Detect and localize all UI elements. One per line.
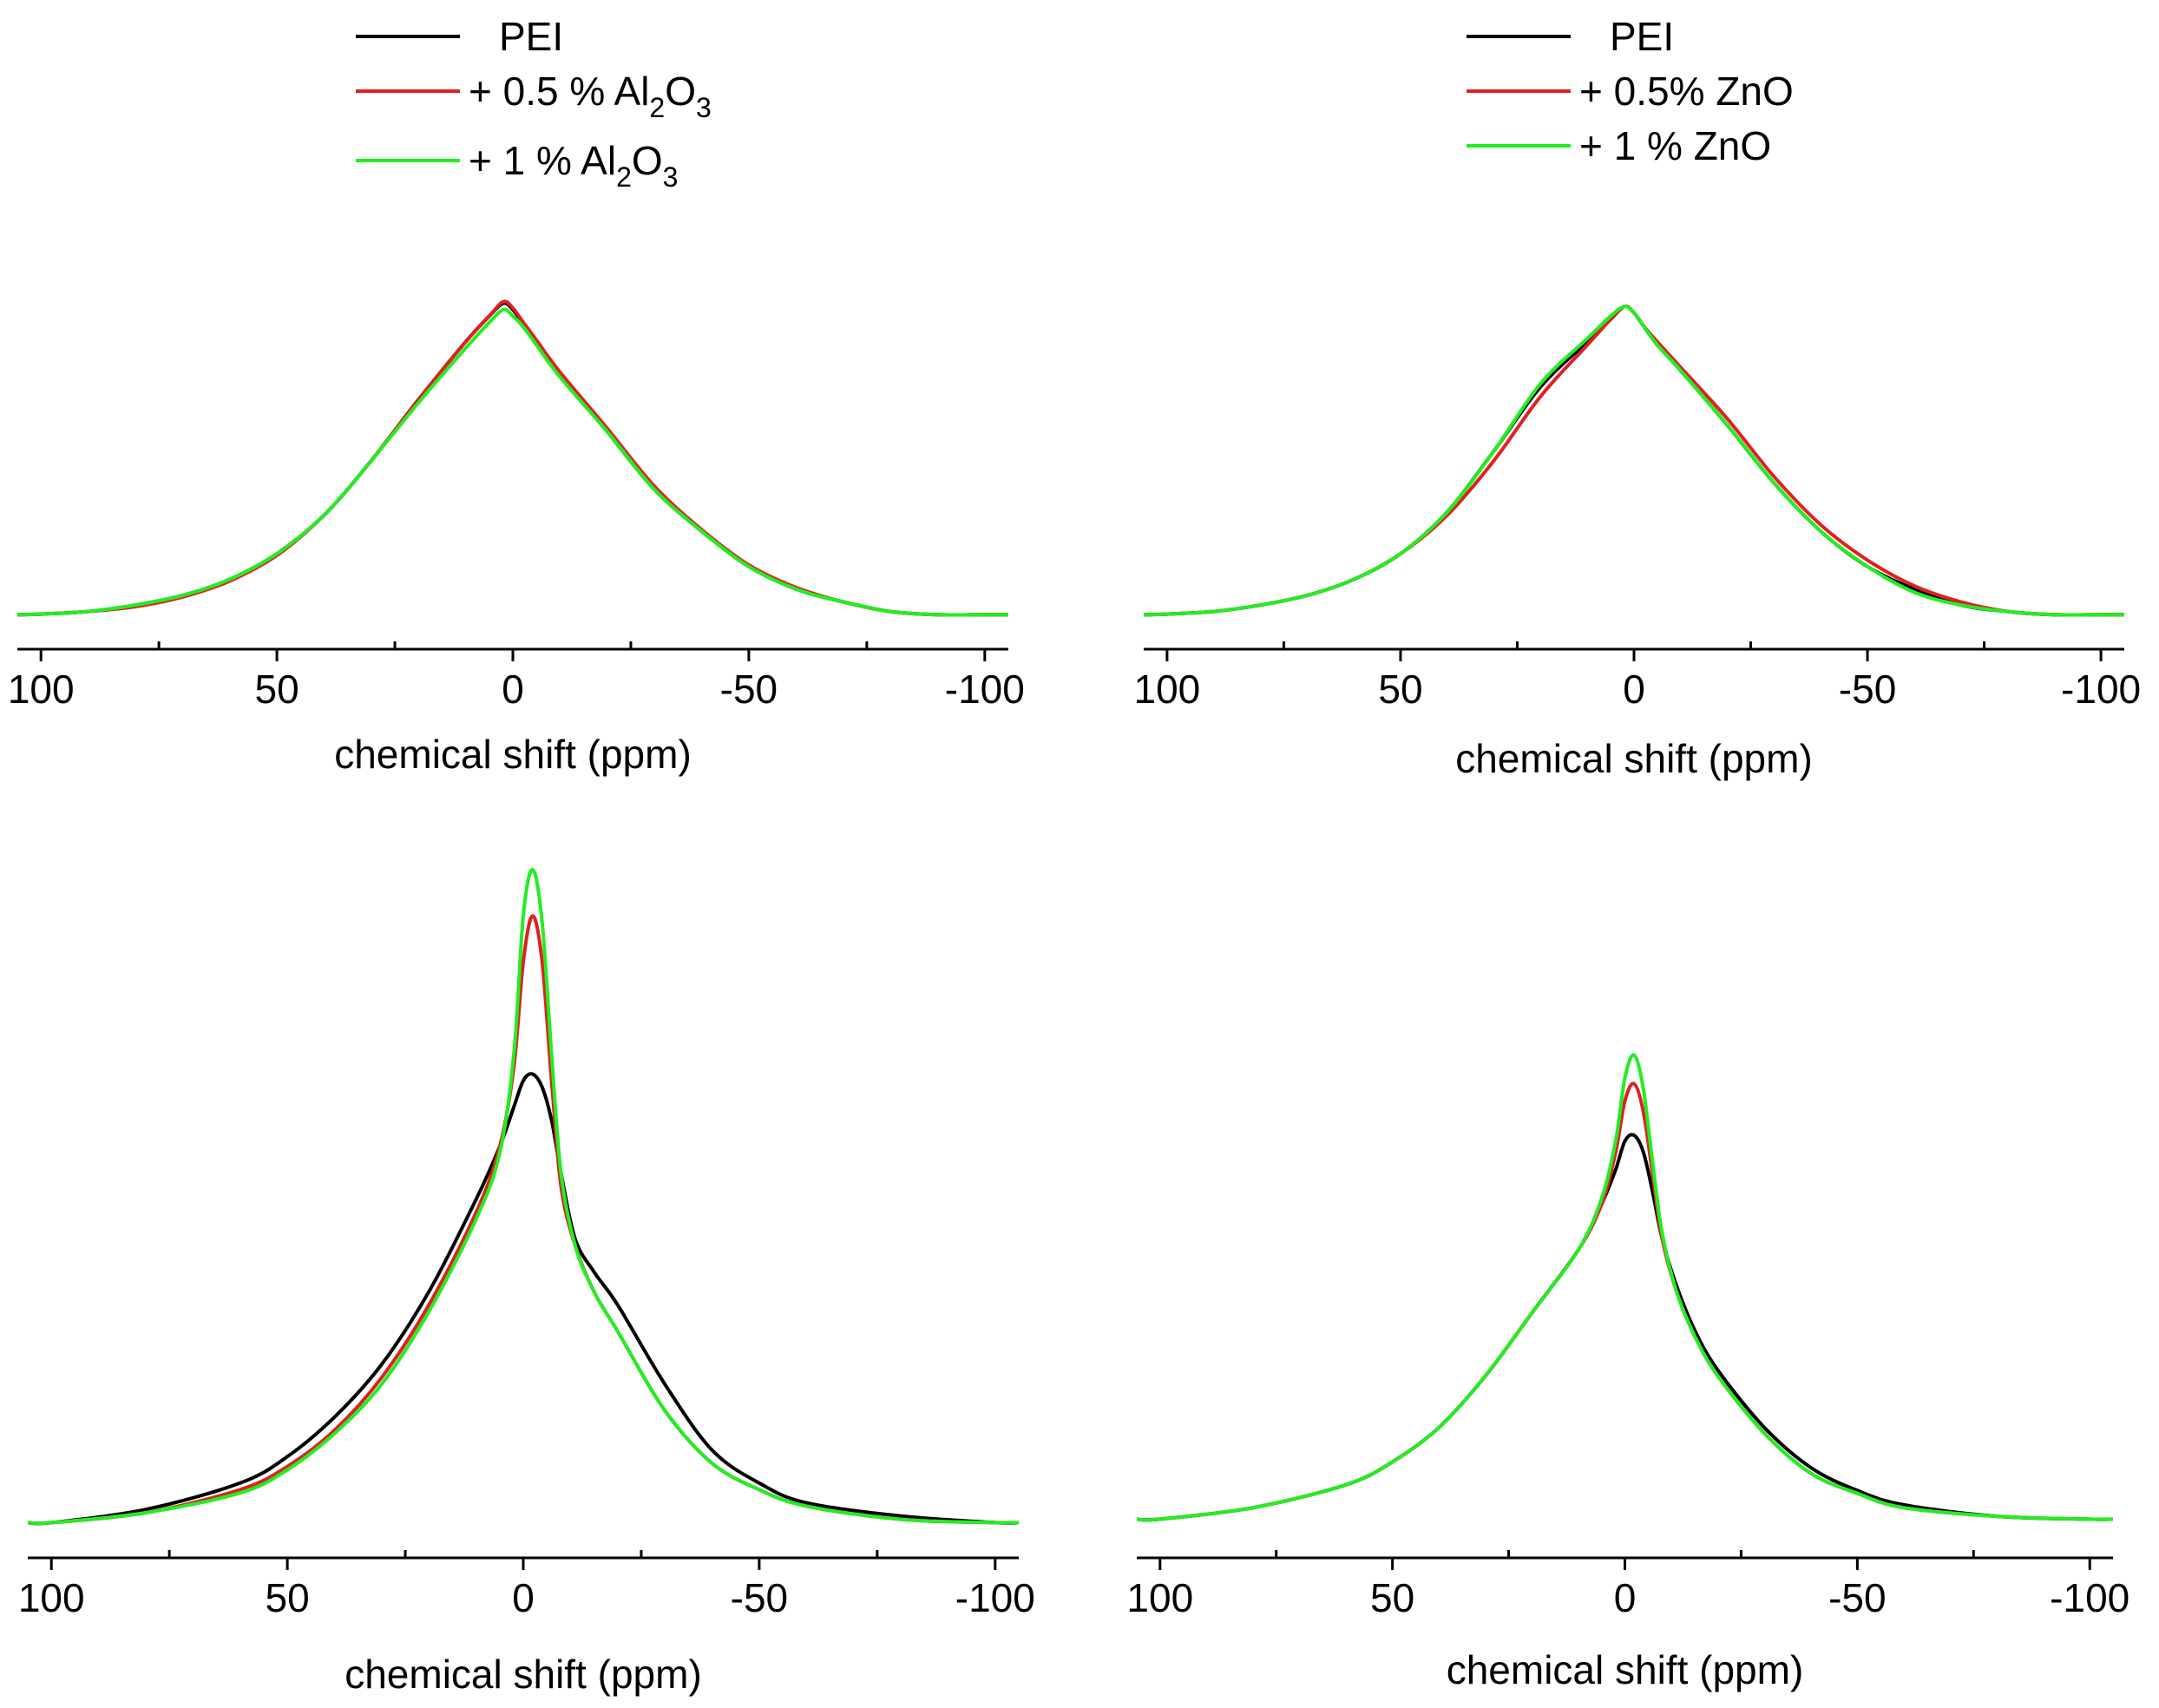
legend-label: PEI — [499, 14, 563, 59]
x-tick-label: 50 — [266, 1575, 310, 1620]
legend-label: + 0.5% ZnO — [1579, 69, 1794, 114]
legend-label-subscript: 3 — [663, 161, 679, 193]
x-tick-label: 0 — [1623, 667, 1645, 712]
x-tick-label: -50 — [1828, 1575, 1886, 1620]
legend-label-subscript: 3 — [696, 92, 712, 123]
legend-label: + 1 % Al2O3 — [469, 138, 678, 193]
x-tick-label: -50 — [731, 1575, 788, 1620]
x-tick-label: -100 — [2061, 667, 2141, 712]
legend-label: + 0.5 % Al2O3 — [469, 69, 712, 123]
series-line-0 — [27, 1072, 1020, 1526]
x-tick-label: -100 — [2050, 1575, 2129, 1620]
x-tick-label: -50 — [1839, 667, 1896, 712]
legend-label: + 1 % ZnO — [1579, 123, 1771, 168]
chart-panel-top-left: 100 50 0 -50 -100 chemical shift (ppm) — [8, 299, 1025, 777]
x-tick-label: -100 — [955, 1575, 1035, 1620]
legend-label-part: + 0.5% ZnO — [1579, 69, 1794, 114]
series-line-2 — [1136, 1053, 2114, 1522]
x-tick-label: -50 — [720, 667, 778, 712]
series-line-2 — [1143, 305, 2124, 617]
series-line-0 — [1136, 1133, 2114, 1522]
series-line-1 — [16, 299, 1008, 617]
x-tick-label: 0 — [512, 1575, 535, 1620]
chart-panel-bottom-left: 100 50 0 -50 -100 chemical shift (ppm) — [18, 867, 1035, 1697]
series-line-0 — [1143, 304, 2124, 617]
legend-label-part: + 0.5 % Al — [469, 69, 649, 114]
series-line-1 — [1136, 1081, 2114, 1522]
x-tick-label: 50 — [1370, 1575, 1414, 1620]
x-tick-label: 100 — [1134, 667, 1201, 712]
x-tick-label: 50 — [1378, 667, 1422, 712]
series-line-2 — [16, 307, 1008, 617]
chart-panel-bottom-right: 100 50 0 -50 -100 chemical shift (ppm) — [1126, 1053, 2129, 1692]
legend-label-part: O — [665, 69, 696, 114]
x-axis-label: chemical shift (ppm) — [1455, 736, 1813, 781]
legend-label-subscript: 2 — [649, 92, 665, 123]
series-line-2 — [27, 867, 1020, 1526]
legend-1: PEI + 0.5% ZnO + 1 % ZnO — [1467, 14, 1794, 168]
series-line-1 — [1143, 304, 2124, 617]
x-axis-label: chemical shift (ppm) — [1447, 1647, 1804, 1692]
x-tick-label: 0 — [1614, 1575, 1637, 1620]
legend-label-part: O — [632, 138, 663, 183]
chart-panel-top-right: 100 50 0 -50 -100 chemical shift (ppm) — [1134, 304, 2141, 781]
x-tick-label: 100 — [1126, 1575, 1193, 1620]
legend-label-part: + 1 % ZnO — [1579, 123, 1771, 168]
legend-label: PEI — [1610, 14, 1674, 59]
x-tick-label: 100 — [8, 667, 75, 712]
series-line-0 — [16, 301, 1008, 617]
legend-label-part: PEI — [499, 14, 563, 59]
legend-label-part: PEI — [1610, 14, 1674, 59]
x-axis-label: chemical shift (ppm) — [345, 1652, 702, 1697]
legend-0: PEI+ 0.5 % Al2O3+ 1 % Al2O3 — [356, 14, 712, 193]
series-line-1 — [27, 914, 1020, 1526]
legend-label-subscript: 2 — [616, 161, 632, 193]
x-tick-label: -100 — [945, 667, 1025, 712]
x-tick-label: 100 — [18, 1575, 85, 1620]
legend-label-part: + 1 % Al — [469, 138, 616, 183]
x-axis-label: chemical shift (ppm) — [334, 732, 692, 777]
x-tick-label: 0 — [502, 667, 524, 712]
x-tick-label: 50 — [255, 667, 299, 712]
